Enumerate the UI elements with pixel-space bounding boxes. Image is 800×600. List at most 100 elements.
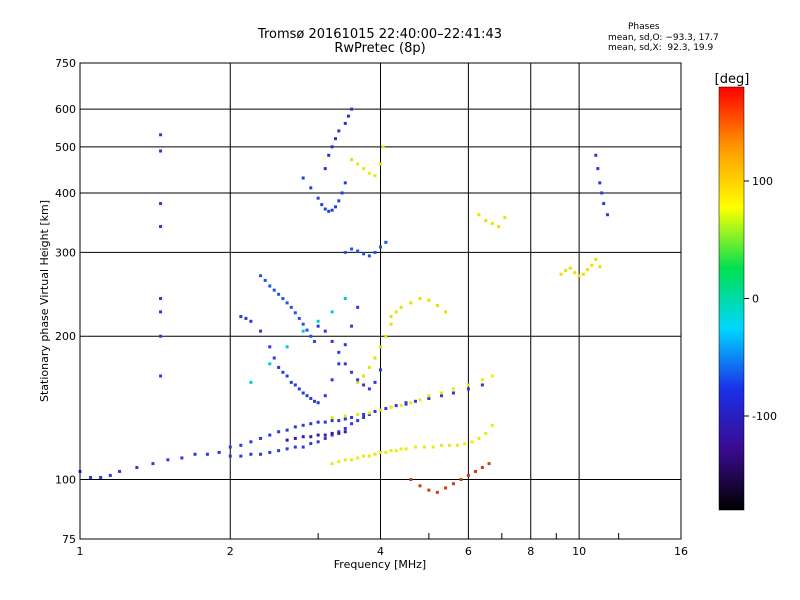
data-point bbox=[343, 426, 347, 430]
data-point bbox=[330, 433, 334, 437]
data-point bbox=[431, 445, 435, 449]
data-point bbox=[362, 374, 366, 378]
data-point bbox=[373, 452, 377, 456]
x-tick-label: 4 bbox=[377, 545, 384, 558]
data-point bbox=[343, 458, 347, 462]
data-point bbox=[285, 438, 289, 442]
data-point bbox=[327, 153, 331, 157]
data-point bbox=[367, 365, 371, 369]
data-point bbox=[427, 394, 431, 398]
data-point bbox=[444, 310, 448, 314]
data-point bbox=[301, 176, 305, 180]
data-point bbox=[249, 380, 253, 384]
data-point bbox=[451, 482, 455, 486]
data-point bbox=[440, 443, 444, 447]
data-point bbox=[323, 436, 327, 440]
data-point bbox=[301, 435, 305, 439]
data-point bbox=[399, 305, 403, 309]
colorbar-tick-label: 0 bbox=[752, 293, 759, 306]
colorbar-tick-label: -100 bbox=[752, 410, 777, 423]
data-point bbox=[343, 362, 347, 366]
data-point bbox=[272, 356, 276, 360]
data-point bbox=[343, 417, 347, 421]
data-point bbox=[379, 245, 382, 249]
data-point bbox=[309, 334, 313, 338]
data-point bbox=[159, 374, 163, 378]
data-point bbox=[367, 411, 371, 415]
data-point bbox=[301, 322, 305, 326]
data-point bbox=[249, 319, 253, 323]
data-point bbox=[337, 362, 341, 366]
data-point bbox=[362, 383, 366, 387]
data-point bbox=[323, 433, 327, 437]
data-point bbox=[285, 301, 289, 305]
data-point bbox=[337, 431, 341, 435]
data-point bbox=[389, 449, 393, 453]
data-point bbox=[466, 473, 470, 477]
data-point bbox=[159, 297, 163, 301]
data-point bbox=[108, 473, 112, 477]
data-point bbox=[297, 387, 301, 391]
data-point bbox=[422, 445, 426, 449]
data-point bbox=[373, 409, 377, 413]
data-point bbox=[384, 334, 388, 338]
data-point bbox=[362, 415, 366, 419]
data-point bbox=[285, 345, 289, 349]
data-point bbox=[362, 252, 366, 256]
data-point bbox=[244, 316, 248, 320]
x-tick-label: 1 bbox=[77, 545, 84, 558]
data-point bbox=[259, 274, 263, 278]
data-point bbox=[394, 449, 398, 453]
data-point bbox=[594, 257, 598, 261]
data-point bbox=[337, 199, 341, 203]
data-point bbox=[268, 345, 272, 349]
data-point bbox=[281, 297, 285, 301]
data-point bbox=[559, 272, 563, 276]
phase-legend-o: mean, sd,O: −93.3, 17.7 bbox=[608, 33, 719, 43]
data-point bbox=[490, 423, 494, 427]
data-point bbox=[330, 378, 334, 382]
data-point bbox=[312, 339, 316, 343]
colorbar-tick-label: 100 bbox=[752, 175, 773, 188]
data-point bbox=[166, 458, 170, 462]
data-point bbox=[135, 465, 139, 469]
data-point bbox=[350, 158, 354, 162]
data-point bbox=[249, 452, 253, 456]
data-point bbox=[487, 462, 491, 466]
data-point bbox=[384, 407, 388, 411]
data-point bbox=[159, 149, 163, 153]
data-point bbox=[346, 114, 350, 118]
data-point bbox=[451, 391, 455, 395]
data-point bbox=[159, 334, 163, 338]
data-point bbox=[350, 370, 354, 374]
data-point bbox=[277, 430, 281, 434]
data-point bbox=[343, 297, 347, 301]
data-point bbox=[337, 460, 341, 464]
data-point bbox=[463, 442, 467, 446]
data-point bbox=[285, 447, 289, 451]
axis-ticks: 1 2 4 6 8 10 16 75 100 200 300 400 500 600 750 bbox=[55, 57, 688, 558]
data-point bbox=[316, 319, 320, 323]
y-tick-label: 500 bbox=[55, 141, 76, 154]
data-point bbox=[337, 419, 341, 423]
data-point bbox=[228, 445, 232, 449]
x-tick-label: 8 bbox=[527, 545, 534, 558]
data-point bbox=[590, 263, 594, 267]
data-point bbox=[293, 425, 297, 429]
data-point bbox=[285, 428, 289, 432]
data-point bbox=[330, 462, 334, 466]
data-point bbox=[343, 250, 347, 254]
data-point bbox=[337, 129, 341, 133]
chart-title: Tromsø 20161015 22:40:00–22:41:43 bbox=[257, 27, 503, 42]
data-point bbox=[239, 315, 243, 319]
data-point bbox=[118, 469, 122, 473]
data-point bbox=[289, 380, 293, 384]
data-point bbox=[337, 430, 341, 434]
data-point bbox=[384, 240, 388, 244]
data-point bbox=[418, 484, 422, 488]
data-point bbox=[451, 387, 455, 391]
data-point bbox=[379, 368, 382, 372]
data-point bbox=[159, 225, 163, 229]
phase-legend-title: Phases bbox=[628, 22, 660, 32]
data-point bbox=[323, 167, 327, 171]
